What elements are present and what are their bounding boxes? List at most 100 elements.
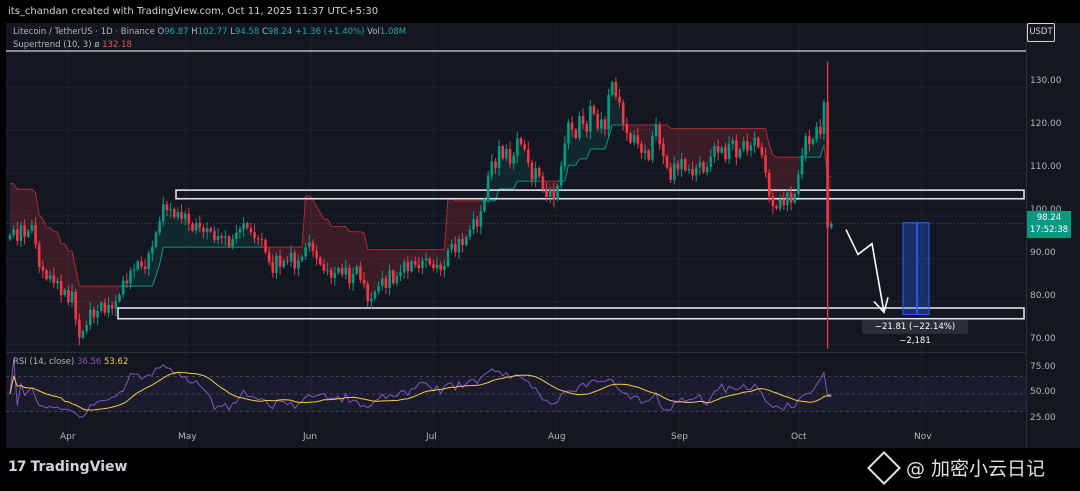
supertrend-fill	[699, 128, 704, 173]
supertrend-legend[interactable]: Supertrend (10, 3) ø 132.18	[13, 40, 132, 50]
candle-body	[545, 189, 548, 197]
candle-body	[304, 247, 307, 257]
price-chart[interactable]	[6, 23, 1026, 448]
month-tick: May	[178, 432, 197, 442]
candle-body	[541, 176, 545, 190]
currency-button[interactable]: USDT	[1027, 23, 1055, 42]
candle-body	[665, 156, 669, 168]
price-tick: 120.00	[1030, 119, 1062, 129]
price-tick: 70.00	[1030, 334, 1056, 344]
candle-body	[486, 175, 490, 200]
candle-body	[508, 149, 512, 164]
candle-body	[260, 239, 264, 240]
candle-body	[187, 213, 191, 224]
candle-body	[209, 228, 213, 232]
supertrend-fill	[50, 227, 54, 284]
candle-body	[202, 227, 205, 232]
candle-body	[548, 189, 552, 197]
candle-body	[12, 229, 15, 236]
candle-body	[793, 194, 797, 203]
candle-body	[63, 290, 67, 296]
tradingview-logo[interactable]: 17 TradingView	[8, 459, 127, 475]
candle-body	[172, 209, 176, 218]
supertrend-fill	[108, 286, 113, 309]
symbol-name[interactable]: Litecoin / TetherUS · 1D · Binance	[13, 27, 155, 37]
supertrend-line	[319, 212, 325, 220]
candle-body	[23, 225, 26, 237]
candle-body	[512, 155, 515, 164]
supertrend-fill	[750, 128, 755, 146]
candle-body	[811, 139, 815, 144]
supertrend-fill	[594, 113, 598, 149]
candle-body	[815, 126, 818, 140]
candle-body	[585, 124, 588, 132]
candle-body	[278, 255, 282, 267]
candle-body	[654, 125, 658, 137]
supertrend-fill	[53, 231, 58, 284]
supertrend-line	[360, 231, 365, 234]
month-tick: Jun	[303, 432, 318, 442]
supertrend-fill	[112, 286, 116, 309]
high-key: H	[191, 27, 198, 37]
candle-body	[194, 223, 198, 231]
watermark-text: @ 加密小云日记	[906, 458, 1046, 480]
pane-separator[interactable]	[6, 352, 1080, 353]
candle-body	[370, 298, 373, 302]
candle-body	[829, 223, 833, 228]
open-key: O	[157, 27, 165, 37]
candle-body	[775, 206, 778, 209]
volume-key: Vol	[367, 27, 380, 37]
candle-body	[461, 239, 464, 245]
supertrend-fill	[170, 209, 175, 248]
candle-body	[629, 133, 632, 143]
supertrend-fill	[458, 200, 463, 245]
candle-body	[289, 252, 293, 262]
projection-arrowhead	[873, 297, 889, 314]
candle-body	[527, 149, 530, 163]
candle-body	[596, 113, 599, 129]
close-value: 98.24	[267, 27, 293, 37]
symbol-legend: Litecoin / TetherUS · 1D · Binance O96.8…	[13, 27, 406, 37]
candle-body	[96, 311, 99, 318]
supertrend-line	[513, 180, 518, 190]
candle-body	[348, 267, 351, 284]
supertrend-fill	[692, 128, 697, 176]
rsi-legend[interactable]: RSI (14, close) 36.56 53.62	[13, 357, 128, 367]
candle-body	[516, 138, 519, 156]
candle-body	[264, 239, 267, 253]
supertrend-line	[151, 275, 157, 287]
candle-body	[756, 137, 760, 147]
measure-label[interactable]: −21.81 (−22.14%) −2,181	[862, 320, 968, 346]
candle-body	[70, 291, 74, 303]
change-value: +1.36 (+1.40%)	[294, 27, 365, 37]
chart-panel[interactable]	[6, 23, 1026, 448]
supertrend-fill	[181, 213, 186, 248]
candle-body	[165, 204, 169, 210]
supertrend-fill	[316, 206, 321, 265]
candle-body	[362, 279, 366, 284]
candle-body	[158, 221, 161, 233]
candle-body	[16, 229, 19, 241]
supertrend-value: 132.18	[102, 40, 132, 50]
supertrend-fill	[451, 198, 456, 253]
candle-body	[34, 224, 37, 245]
candle-body	[537, 167, 541, 177]
candle-body	[691, 169, 694, 176]
supertrend-fill	[794, 157, 799, 194]
candle-body	[99, 302, 103, 311]
candle-body	[669, 167, 672, 180]
candle-body	[424, 258, 428, 261]
candle-body	[764, 155, 767, 173]
supertrend-fill	[86, 286, 91, 326]
candle-body	[402, 262, 406, 273]
candle-body	[636, 135, 640, 144]
supertrend-fill	[791, 157, 795, 203]
candle-body	[592, 106, 596, 114]
candle-body	[559, 166, 563, 186]
current-price-label: 98.24 17:52:38	[1027, 211, 1071, 238]
supertrend-fill	[780, 157, 784, 206]
candle-body	[443, 266, 446, 270]
candle-body	[191, 223, 194, 231]
supertrend-fill	[729, 128, 733, 144]
supertrend-line	[443, 198, 449, 250]
